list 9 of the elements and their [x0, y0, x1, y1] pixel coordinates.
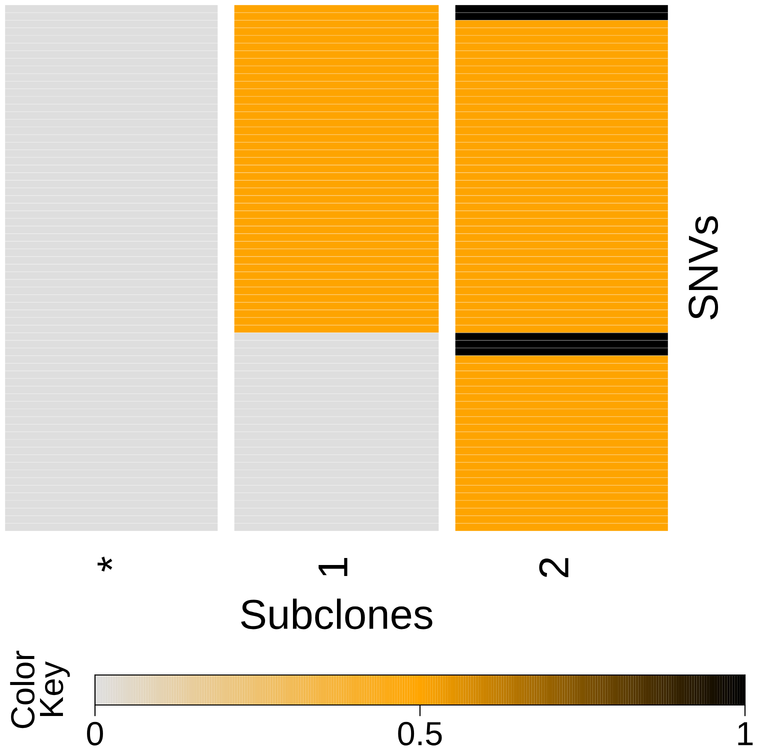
x-tick-label: 2	[539, 558, 568, 578]
y-axis-title: SNVs	[688, 216, 718, 320]
color-bar-label: 1	[738, 722, 753, 746]
x-tick-label: *	[98, 556, 112, 572]
color-bar-label: 0.5	[398, 722, 442, 746]
x-tick-label: 1	[318, 558, 348, 576]
color-bar-label: 0	[87, 722, 103, 746]
color-bar-title: Color Key	[10, 650, 70, 728]
x-axis-title: Subclones	[241, 598, 432, 630]
